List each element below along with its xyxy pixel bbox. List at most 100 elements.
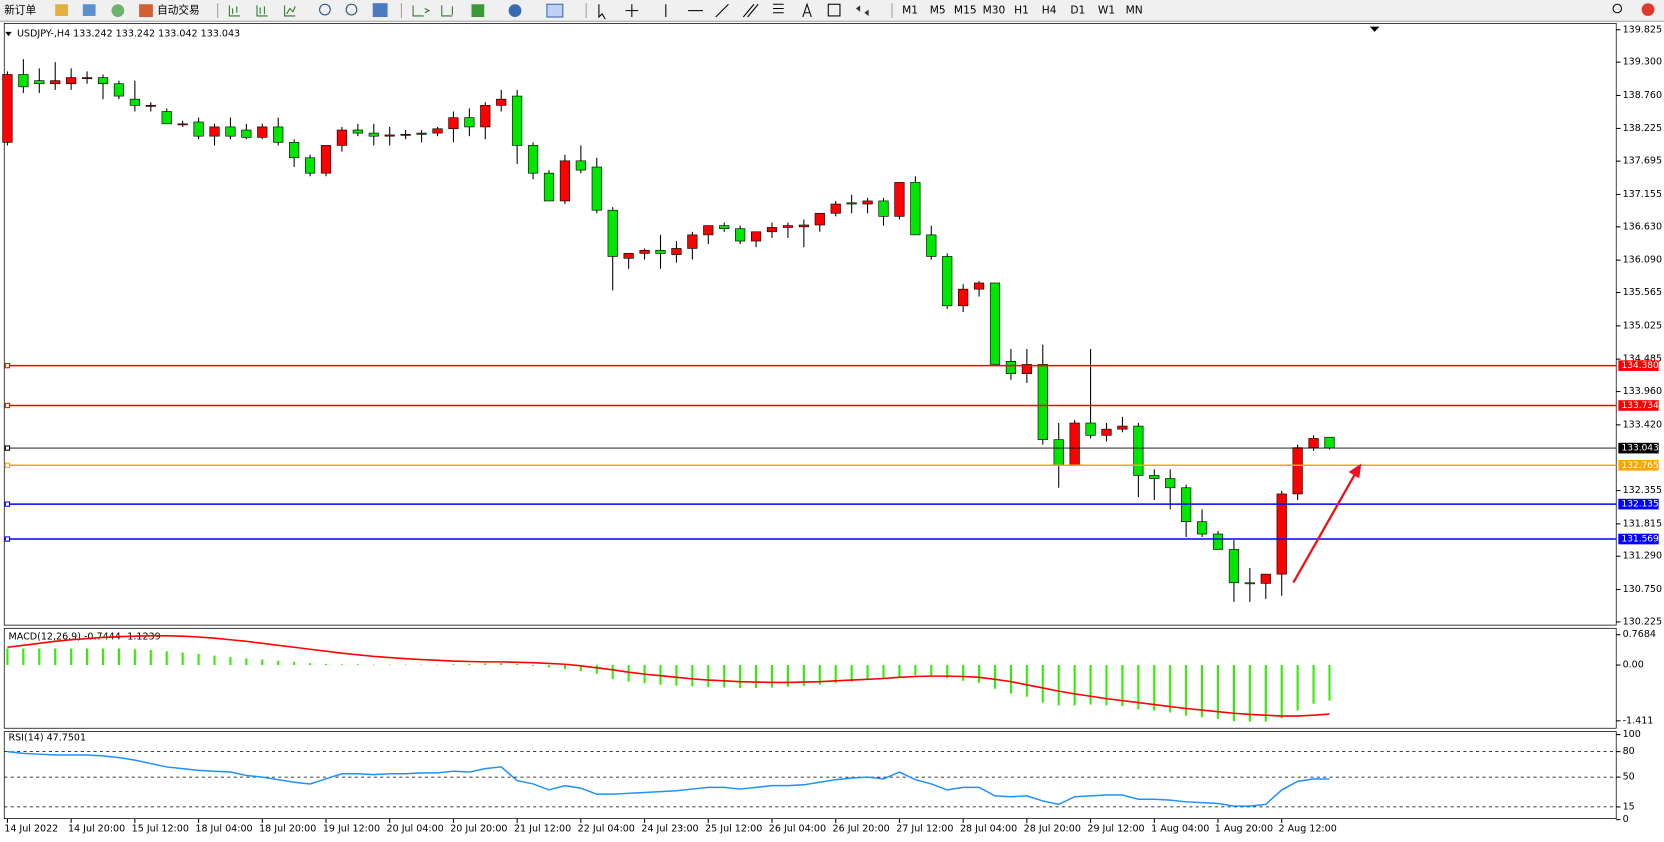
panel-title: MACD(12,26,9) -0.7444 -1.1239 xyxy=(8,631,160,642)
macd-bar xyxy=(197,653,200,666)
label-tool[interactable] xyxy=(827,3,841,17)
x-tick-label: 26 Jul 04:00 xyxy=(769,824,826,835)
chart-tools[interactable] xyxy=(228,5,296,17)
y-tick-label: 100 xyxy=(1623,729,1641,740)
indicators[interactable] xyxy=(471,4,485,18)
candle-body xyxy=(66,77,77,85)
candle-body xyxy=(1053,439,1064,466)
macd-bar xyxy=(117,648,120,666)
macd-bar xyxy=(818,665,821,685)
candle-body xyxy=(591,166,602,211)
macd-bar xyxy=(500,663,503,666)
level-label: 131.569 xyxy=(1622,535,1660,545)
candle-body xyxy=(878,200,889,217)
y-tick-label: 136.630 xyxy=(1623,221,1662,232)
candle-body xyxy=(559,160,571,202)
candle-body xyxy=(50,80,61,85)
candle-body xyxy=(193,121,204,137)
title-marker xyxy=(5,31,12,37)
macd-bar xyxy=(1137,665,1140,710)
new-order-button[interactable]: 新订单 xyxy=(4,4,36,17)
macd-bar xyxy=(579,665,582,671)
macd-bar xyxy=(356,664,359,666)
macd-bar xyxy=(1041,665,1044,703)
cursor-tool[interactable] xyxy=(598,4,606,20)
zoom-in[interactable] xyxy=(319,3,331,16)
x-tick-label: 2 Aug 12:00 xyxy=(1279,824,1337,835)
macd-bar xyxy=(1296,665,1299,711)
candle-body xyxy=(782,225,794,228)
x-tick-label: 26 Jul 20:00 xyxy=(833,824,890,835)
macd-bar xyxy=(1009,665,1012,694)
y-tick-label: 131.290 xyxy=(1623,551,1662,562)
auto-trading-icon[interactable] xyxy=(139,4,153,18)
level-label: 132.765 xyxy=(1622,461,1659,471)
candle-body xyxy=(926,234,937,257)
crosshair-tool[interactable] xyxy=(625,4,639,18)
candle-body xyxy=(34,80,45,85)
zoom-out[interactable] xyxy=(345,3,358,16)
macd-panel xyxy=(3,627,1617,729)
icon[interactable] xyxy=(111,4,125,18)
candle-body xyxy=(1037,364,1048,440)
x-tick-label: 21 Jul 12:00 xyxy=(514,824,571,835)
templates[interactable] xyxy=(546,3,564,18)
text-tool[interactable] xyxy=(802,2,812,18)
timeframe-button[interactable]: H1 xyxy=(1014,4,1029,17)
y-tick-label: 130.225 xyxy=(1623,616,1662,627)
candle-body xyxy=(1069,422,1080,466)
toolbar-bg xyxy=(0,0,1664,22)
timeframe-button[interactable]: M15 xyxy=(954,4,977,17)
macd-bar xyxy=(388,664,391,666)
arrows-tool[interactable] xyxy=(855,5,869,16)
notifications[interactable] xyxy=(1641,3,1655,16)
macd-bar xyxy=(563,665,566,670)
macd-bar xyxy=(436,664,439,666)
y-tick-label: 135.025 xyxy=(1623,320,1662,331)
candle-body xyxy=(448,117,459,130)
trendline-tool[interactable] xyxy=(715,3,729,18)
chart-shift[interactable] xyxy=(441,5,453,17)
fibo-tool[interactable] xyxy=(773,3,784,14)
candle-body xyxy=(1324,436,1335,449)
macd-bar xyxy=(1328,665,1331,701)
icon[interactable] xyxy=(55,4,68,16)
timeframe-button[interactable]: M30 xyxy=(983,4,1006,17)
macd-bar xyxy=(324,663,328,666)
candle-body xyxy=(958,288,969,307)
x-tick-label: 20 Jul 04:00 xyxy=(387,824,444,835)
y-tick-label: 130.750 xyxy=(1623,584,1662,595)
search[interactable] xyxy=(1612,3,1623,14)
level-label: 133.734 xyxy=(1622,401,1660,411)
macd-bar xyxy=(1073,665,1076,706)
timeframe-button[interactable]: M5 xyxy=(930,4,946,17)
timeframe-button[interactable]: M1 xyxy=(902,4,918,17)
x-tick-label: 20 Jul 20:00 xyxy=(450,824,507,835)
candle-body xyxy=(18,74,29,88)
main-panel xyxy=(3,23,1617,626)
periods[interactable] xyxy=(508,4,522,18)
channel-tool[interactable] xyxy=(742,3,759,18)
candle-body xyxy=(1085,422,1096,436)
x-tick-label: 28 Jul 20:00 xyxy=(1024,824,1081,835)
tile[interactable] xyxy=(372,3,388,18)
timeframe-button[interactable]: W1 xyxy=(1098,4,1115,17)
auto-trading-button[interactable]: 自动交易 xyxy=(157,4,199,17)
candle-body xyxy=(750,231,762,242)
macd-bar xyxy=(38,648,41,666)
icon[interactable] xyxy=(82,4,96,16)
timeframe-button[interactable]: H4 xyxy=(1042,4,1057,17)
y-tick-label: 0.7684 xyxy=(1623,629,1656,640)
timeframe-button[interactable]: D1 xyxy=(1070,4,1085,17)
candle-body xyxy=(703,225,714,236)
timeframe-button[interactable]: MN xyxy=(1126,4,1143,17)
x-tick-label: 1 Aug 20:00 xyxy=(1215,824,1273,835)
candle-body xyxy=(161,111,172,125)
candle-body xyxy=(1276,493,1287,575)
macd-bar xyxy=(707,665,710,688)
x-tick-label: 14 Jul 20:00 xyxy=(68,824,125,835)
y-tick-label: 0.00 xyxy=(1623,660,1644,671)
autoscroll[interactable] xyxy=(412,5,431,17)
y-tick-label: 133.420 xyxy=(1623,419,1662,430)
y-tick-label: 137.155 xyxy=(1623,189,1662,200)
